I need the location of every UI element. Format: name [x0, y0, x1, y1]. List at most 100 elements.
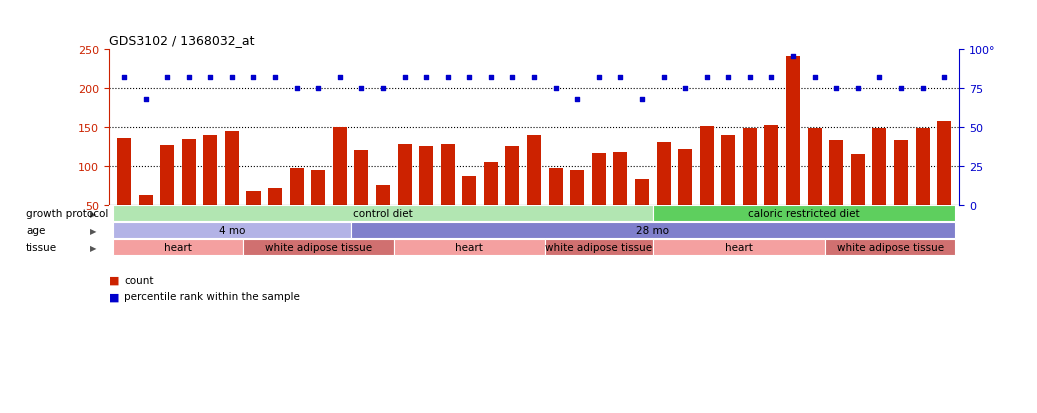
Bar — [268, 188, 282, 244]
Bar — [333, 128, 346, 244]
Bar — [652, 206, 955, 222]
Text: percentile rank within the sample: percentile rank within the sample — [124, 292, 301, 301]
Point — [893, 85, 909, 92]
Text: white adipose tissue: white adipose tissue — [545, 242, 652, 253]
Bar — [247, 191, 260, 244]
Point — [482, 74, 499, 81]
Bar — [722, 135, 735, 244]
Point — [677, 85, 694, 92]
Point — [871, 74, 888, 81]
Bar — [937, 121, 951, 244]
Bar — [397, 145, 412, 244]
Point — [504, 74, 521, 81]
Bar — [160, 145, 174, 244]
Text: ■: ■ — [109, 275, 123, 285]
Point — [763, 74, 780, 81]
Text: control diet: control diet — [354, 209, 413, 219]
Point — [461, 74, 478, 81]
Bar — [894, 141, 908, 244]
Text: ■: ■ — [109, 292, 123, 301]
Bar — [830, 141, 843, 244]
Text: 28 mo: 28 mo — [637, 226, 669, 236]
Point — [310, 85, 327, 92]
Point — [569, 96, 586, 103]
Bar — [678, 150, 692, 244]
Bar — [113, 206, 652, 222]
Point — [612, 74, 628, 81]
Bar — [700, 127, 713, 244]
Point — [785, 54, 802, 61]
Text: ▶: ▶ — [90, 243, 96, 252]
Point — [526, 74, 542, 81]
Bar — [203, 136, 218, 244]
Point — [159, 74, 175, 81]
Text: white adipose tissue: white adipose tissue — [837, 242, 944, 253]
Text: GDS3102 / 1368032_at: GDS3102 / 1368032_at — [109, 34, 254, 47]
Text: ▶: ▶ — [90, 226, 96, 235]
Point — [354, 85, 370, 92]
Point — [288, 85, 305, 92]
Bar — [544, 240, 652, 256]
Point — [698, 74, 714, 81]
Bar — [592, 154, 606, 244]
Point — [915, 85, 931, 92]
Bar — [113, 223, 351, 239]
Bar — [549, 169, 563, 244]
Bar — [825, 240, 955, 256]
Text: heart: heart — [725, 242, 753, 253]
Bar — [742, 129, 757, 244]
Text: tissue: tissue — [26, 242, 57, 253]
Point — [116, 74, 133, 81]
Point — [396, 74, 413, 81]
Bar — [463, 176, 476, 244]
Bar — [505, 147, 520, 244]
Point — [245, 74, 261, 81]
Bar — [289, 169, 304, 244]
Bar — [181, 140, 196, 244]
Point — [849, 85, 866, 92]
Point — [137, 96, 153, 103]
Bar — [351, 223, 955, 239]
Bar — [311, 170, 326, 244]
Bar — [139, 196, 152, 244]
Point — [590, 74, 607, 81]
Bar — [376, 185, 390, 244]
Point — [267, 74, 283, 81]
Bar — [113, 240, 243, 256]
Point — [202, 74, 219, 81]
Point — [180, 74, 197, 81]
Bar — [613, 152, 627, 244]
Bar — [850, 155, 865, 244]
Text: growth protocol: growth protocol — [26, 209, 108, 219]
Point — [741, 74, 758, 81]
Point — [807, 74, 823, 81]
Point — [224, 74, 241, 81]
Point — [440, 74, 456, 81]
Text: heart: heart — [455, 242, 483, 253]
Point — [374, 85, 391, 92]
Point — [634, 96, 650, 103]
Point — [548, 85, 564, 92]
Bar — [243, 240, 394, 256]
Text: 4 mo: 4 mo — [219, 226, 245, 236]
Bar — [570, 170, 584, 244]
Bar — [652, 240, 825, 256]
Bar — [786, 57, 801, 244]
Bar — [484, 162, 498, 244]
Bar — [419, 147, 433, 244]
Text: caloric restricted diet: caloric restricted diet — [748, 209, 860, 219]
Bar — [394, 240, 544, 256]
Text: age: age — [26, 226, 46, 236]
Bar — [808, 129, 821, 244]
Bar — [117, 138, 131, 244]
Point — [720, 74, 736, 81]
Point — [655, 74, 672, 81]
Bar — [764, 126, 779, 244]
Point — [332, 74, 348, 81]
Text: heart: heart — [164, 242, 192, 253]
Bar — [916, 129, 929, 244]
Text: ▶: ▶ — [90, 209, 96, 218]
Bar — [355, 151, 368, 244]
Bar — [872, 129, 887, 244]
Text: count: count — [124, 275, 153, 285]
